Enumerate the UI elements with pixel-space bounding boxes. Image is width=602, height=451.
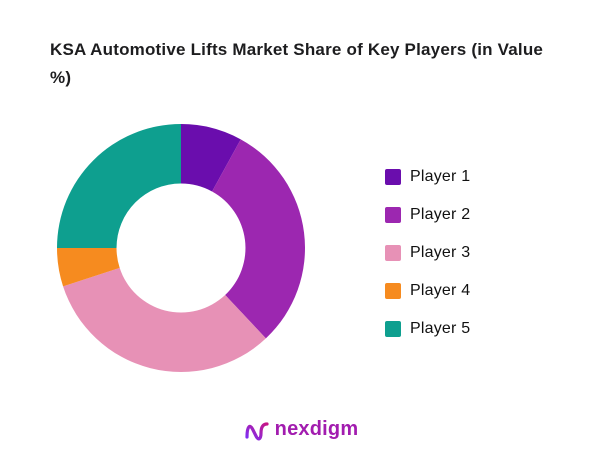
legend-item-player-3: Player 3 xyxy=(385,244,470,261)
legend-item-player-1: Player 1 xyxy=(385,168,470,185)
nexdigm-logo: nexdigm xyxy=(0,418,602,441)
legend-label-player-5: Player 5 xyxy=(410,319,471,337)
nexdigm-wave-icon xyxy=(245,421,269,440)
legend-label-player-3: Player 3 xyxy=(410,243,471,261)
legend-swatch-player-3 xyxy=(385,244,401,261)
nexdigm-logo-text: nexdigm xyxy=(274,418,359,440)
legend-swatch-player-5 xyxy=(385,320,401,337)
donut-chart xyxy=(55,122,307,374)
legend: Player 1 Player 2 Player 3 Player 4 Play… xyxy=(385,168,470,358)
legend-swatch-player-2 xyxy=(385,206,401,223)
donut-slice-player-5 xyxy=(57,124,181,248)
donut-slice-player-4 xyxy=(57,248,120,287)
legend-label-player-4: Player 4 xyxy=(410,281,471,299)
legend-item-player-5: Player 5 xyxy=(385,320,470,337)
donut-slice-player-2 xyxy=(212,139,305,339)
legend-item-player-2: Player 2 xyxy=(385,206,470,223)
legend-item-player-4: Player 4 xyxy=(385,282,470,299)
donut-slice-player-3 xyxy=(63,267,266,372)
legend-label-player-1: Player 1 xyxy=(410,167,471,185)
donut-chart-svg xyxy=(57,124,305,372)
legend-swatch-player-4 xyxy=(385,282,401,299)
legend-label-player-2: Player 2 xyxy=(410,205,471,223)
donut-slice-player-1 xyxy=(181,124,241,192)
chart-title: KSA Automotive Lifts Market Share of Key… xyxy=(50,40,544,87)
legend-swatch-player-1 xyxy=(385,168,401,185)
